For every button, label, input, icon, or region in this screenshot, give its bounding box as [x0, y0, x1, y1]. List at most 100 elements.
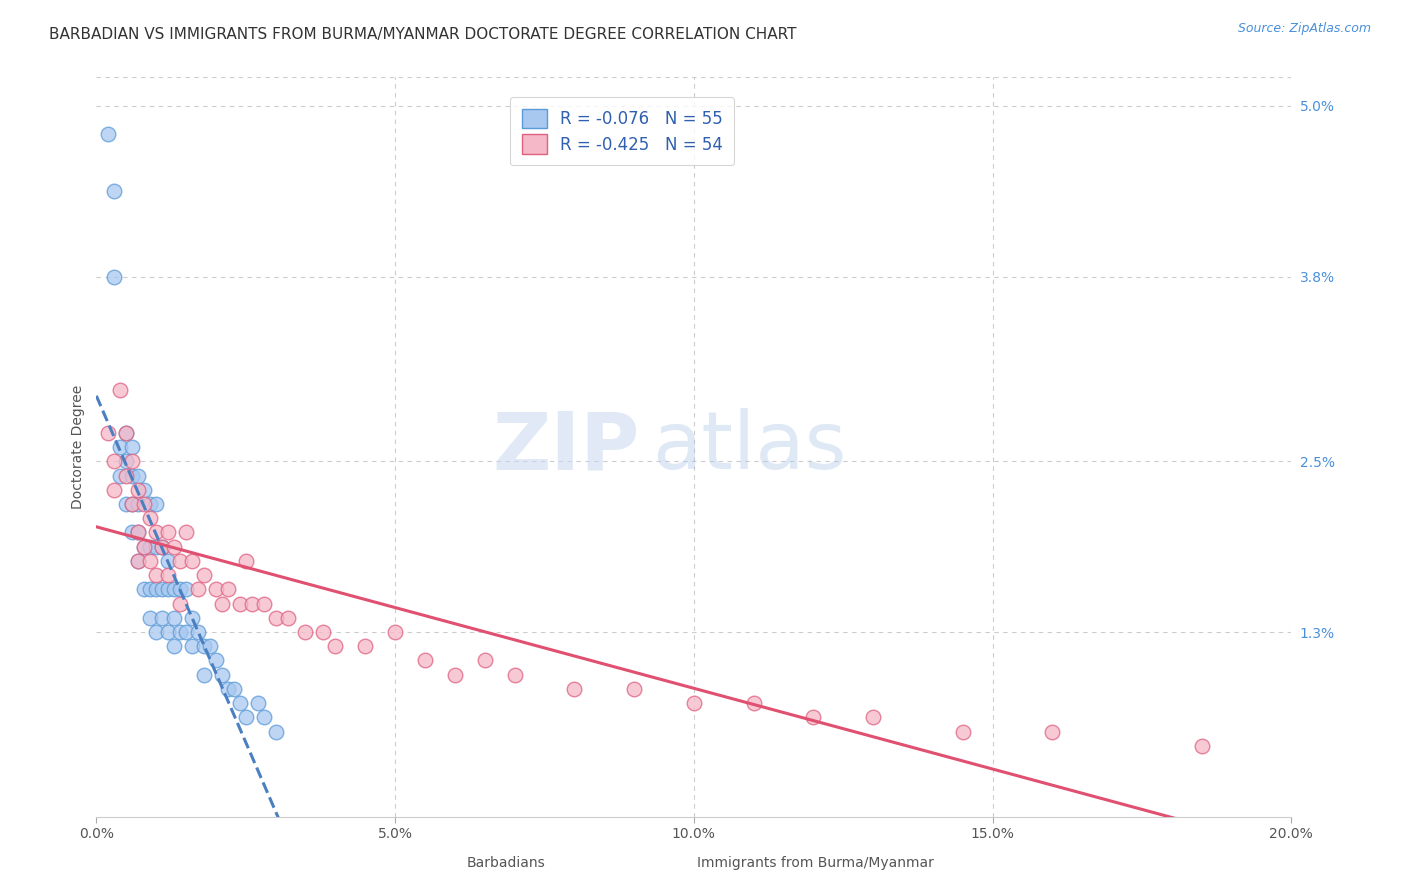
Text: Barbadians: Barbadians	[467, 855, 546, 870]
Point	[742, 696, 765, 710]
Point	[121, 525, 143, 540]
Point	[217, 582, 239, 597]
Point	[229, 597, 252, 611]
Point	[562, 681, 585, 696]
Point	[163, 582, 186, 597]
Point	[181, 611, 204, 625]
Point	[1040, 724, 1063, 739]
Point	[103, 269, 125, 284]
Point	[623, 681, 645, 696]
Point	[139, 511, 162, 525]
Point	[443, 667, 465, 681]
Point	[157, 554, 180, 568]
Point	[115, 468, 138, 483]
Point	[103, 483, 125, 497]
Point	[150, 540, 173, 554]
Point	[115, 497, 138, 511]
Text: ZIP: ZIP	[494, 409, 640, 486]
Point	[229, 696, 252, 710]
Point	[121, 454, 143, 468]
Point	[145, 582, 167, 597]
Point	[169, 597, 191, 611]
Point	[240, 597, 263, 611]
Text: Source: ZipAtlas.com: Source: ZipAtlas.com	[1237, 22, 1371, 36]
Point	[163, 611, 186, 625]
Point	[139, 611, 162, 625]
Point	[139, 497, 162, 511]
Point	[150, 611, 173, 625]
Point	[174, 582, 197, 597]
Point	[150, 540, 173, 554]
Point	[354, 640, 377, 654]
Point	[235, 710, 257, 724]
Text: Immigrants from Burma/Myanmar: Immigrants from Burma/Myanmar	[697, 855, 934, 870]
Point	[145, 568, 167, 582]
Point	[110, 440, 132, 454]
Point	[211, 597, 233, 611]
Point	[474, 653, 496, 667]
Point	[139, 554, 162, 568]
Point	[150, 582, 173, 597]
Point	[181, 640, 204, 654]
Point	[157, 625, 180, 640]
Point	[503, 667, 526, 681]
Point	[174, 625, 197, 640]
Point	[127, 525, 149, 540]
Text: BARBADIAN VS IMMIGRANTS FROM BURMA/MYANMAR DOCTORATE DEGREE CORRELATION CHART: BARBADIAN VS IMMIGRANTS FROM BURMA/MYANM…	[49, 27, 797, 42]
Point	[325, 640, 347, 654]
Point	[217, 681, 239, 696]
Point	[187, 625, 209, 640]
Point	[121, 497, 143, 511]
Point	[139, 582, 162, 597]
Point	[127, 554, 149, 568]
Point	[277, 611, 299, 625]
Text: atlas: atlas	[652, 409, 846, 486]
Point	[134, 540, 156, 554]
Point	[115, 454, 138, 468]
Point	[157, 582, 180, 597]
Point	[181, 554, 204, 568]
Point	[121, 440, 143, 454]
Point	[110, 384, 132, 398]
Point	[801, 710, 824, 724]
Point	[413, 653, 436, 667]
Point	[134, 582, 156, 597]
Point	[264, 724, 287, 739]
Point	[235, 554, 257, 568]
Point	[103, 454, 125, 468]
Point	[169, 554, 191, 568]
Point	[193, 568, 215, 582]
Point	[110, 468, 132, 483]
Point	[127, 497, 149, 511]
Point	[121, 497, 143, 511]
Point	[294, 625, 316, 640]
Point	[134, 483, 156, 497]
Point	[952, 724, 974, 739]
Point	[253, 710, 276, 724]
Point	[862, 710, 884, 724]
Point	[174, 525, 197, 540]
Point	[145, 525, 167, 540]
Point	[97, 425, 120, 440]
Point	[205, 653, 228, 667]
Point	[193, 640, 215, 654]
Point	[115, 425, 138, 440]
Point	[127, 468, 149, 483]
Point	[115, 425, 138, 440]
Legend: R = -0.076   N = 55, R = -0.425   N = 54: R = -0.076 N = 55, R = -0.425 N = 54	[510, 97, 734, 165]
Point	[384, 625, 406, 640]
Point	[163, 640, 186, 654]
Point	[312, 625, 335, 640]
Point	[211, 667, 233, 681]
Point	[145, 497, 167, 511]
Point	[198, 640, 221, 654]
Point	[253, 597, 276, 611]
Point	[1191, 739, 1213, 753]
Point	[157, 568, 180, 582]
Point	[97, 128, 120, 142]
Point	[127, 525, 149, 540]
Point	[246, 696, 269, 710]
Point	[134, 540, 156, 554]
Point	[103, 184, 125, 198]
Point	[682, 696, 704, 710]
